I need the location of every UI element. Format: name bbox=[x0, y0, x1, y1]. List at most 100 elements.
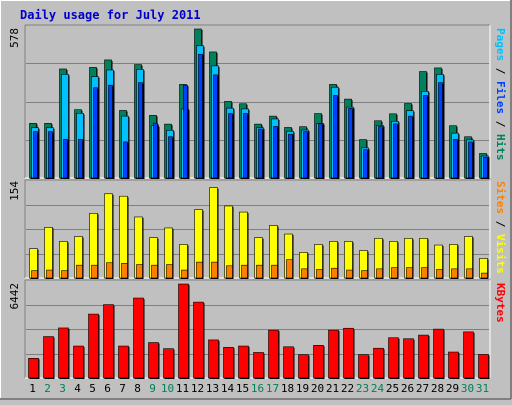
kbytes-bar bbox=[43, 336, 54, 379]
pages-bar bbox=[123, 141, 128, 179]
pages-bar bbox=[393, 123, 398, 179]
sites-bar bbox=[436, 269, 443, 279]
kbytes-bar bbox=[463, 331, 474, 379]
kbytes-bar bbox=[478, 354, 489, 379]
x-tick-label: 9 bbox=[149, 382, 156, 395]
kbytes-bar bbox=[358, 354, 369, 379]
sites-bar bbox=[226, 265, 233, 279]
pages-bar bbox=[108, 84, 113, 179]
kbytes-bar bbox=[328, 329, 339, 379]
x-tick-label: 30 bbox=[461, 382, 474, 395]
kbytes-bar bbox=[238, 345, 249, 379]
sites-bar bbox=[406, 267, 413, 279]
sites-bar bbox=[316, 269, 323, 279]
sites-bar bbox=[91, 264, 98, 279]
sites-bar bbox=[151, 264, 158, 279]
x-tick-label: 18 bbox=[281, 382, 294, 395]
x-tick-label: 16 bbox=[251, 382, 264, 395]
sites-bar bbox=[481, 272, 488, 279]
x-tick-label: 6 bbox=[104, 382, 111, 395]
sites-bar bbox=[61, 270, 68, 279]
pages-bar bbox=[438, 82, 443, 179]
chart-legends: Pages / Files / Hits Sites / Visits KBytes bbox=[494, 28, 507, 323]
kbytes-bar bbox=[73, 345, 84, 379]
sites-bar bbox=[451, 268, 458, 279]
pages-bar bbox=[33, 131, 38, 179]
pages-bar bbox=[93, 87, 98, 179]
x-tick-label: 4 bbox=[74, 382, 81, 395]
x-tick-label: 3 bbox=[59, 382, 66, 395]
x-axis-labels: 1 2 3 4 5 6 7 8 9 10 11 12 13 14 15 16 17 18 19 20 21 22 23 24 2… bbox=[29, 382, 489, 395]
x-tick-label: 8 bbox=[134, 382, 141, 395]
x-tick-label: 12 bbox=[191, 382, 204, 395]
pages-bar bbox=[258, 128, 263, 179]
kbytes-bar bbox=[283, 346, 294, 379]
kbytes-bar bbox=[193, 301, 204, 379]
x-tick-label: 10 bbox=[161, 382, 174, 395]
pages-bar bbox=[243, 113, 248, 179]
x-tick-label: 29 bbox=[446, 382, 459, 395]
x-tick-label: 31 bbox=[476, 382, 489, 395]
chart-title: Daily usage for July 2011 bbox=[20, 8, 201, 22]
x-tick-label: 27 bbox=[416, 382, 429, 395]
kbytes-bar bbox=[403, 338, 414, 379]
legend-entry: Visits bbox=[494, 234, 507, 274]
x-tick-label: 14 bbox=[221, 382, 235, 395]
kbytes-bar bbox=[28, 358, 39, 379]
sites-bar bbox=[256, 264, 263, 279]
pages-bar bbox=[363, 149, 368, 179]
middle-ymax-label: 154 bbox=[8, 181, 21, 201]
sites-bar bbox=[361, 270, 368, 279]
legend-entry: Sites bbox=[494, 181, 507, 214]
sites-bar bbox=[76, 264, 83, 279]
pages-bar bbox=[303, 131, 308, 179]
pages-bar bbox=[213, 74, 218, 179]
pages-bar bbox=[318, 123, 323, 179]
legend-entry: KBytes bbox=[494, 283, 507, 323]
sites-bar bbox=[181, 269, 188, 279]
pages-bar bbox=[348, 108, 353, 179]
kbytes-bar bbox=[88, 313, 99, 379]
sites-bar bbox=[466, 268, 473, 279]
legend-entry: / bbox=[494, 61, 507, 81]
kbytes-bar bbox=[313, 345, 324, 379]
pages-bar bbox=[408, 115, 413, 179]
x-tick-label: 22 bbox=[341, 382, 354, 395]
top-ymax-label: 578 bbox=[8, 28, 21, 48]
x-tick-label: 26 bbox=[401, 382, 414, 395]
kbytes-bar bbox=[448, 351, 459, 379]
kbytes-bar bbox=[298, 354, 309, 379]
x-tick-label: 25 bbox=[386, 382, 399, 395]
bottom-ymax-label: 6442 bbox=[8, 283, 21, 310]
sites-bar bbox=[391, 267, 398, 279]
pages-bar bbox=[168, 136, 173, 179]
kbytes-bar bbox=[253, 352, 264, 379]
kbytes-bar bbox=[178, 283, 189, 379]
kbytes-bar bbox=[223, 347, 234, 379]
kbytes-bar bbox=[208, 339, 219, 379]
kbytes-bar bbox=[373, 347, 384, 379]
pages-bar bbox=[198, 53, 203, 179]
x-tick-label: 19 bbox=[296, 382, 309, 395]
x-tick-label: 5 bbox=[89, 382, 96, 395]
sites-bar bbox=[376, 268, 383, 279]
sites-bar bbox=[286, 259, 293, 279]
pages-bar bbox=[468, 141, 473, 179]
x-tick-label: 15 bbox=[236, 382, 249, 395]
pages-bar bbox=[453, 139, 458, 179]
x-tick-label: 7 bbox=[119, 382, 126, 395]
sites-bar bbox=[331, 267, 338, 279]
pages-bar bbox=[153, 122, 158, 179]
legend-entry: Hits bbox=[494, 134, 507, 161]
sites-bar bbox=[166, 264, 173, 279]
x-tick-label: 17 bbox=[266, 382, 279, 395]
x-tick-label: 11 bbox=[176, 382, 189, 395]
x-tick-label: 24 bbox=[371, 382, 385, 395]
sites-bar bbox=[106, 262, 113, 279]
pages-bar bbox=[183, 84, 188, 179]
pages-bar bbox=[288, 133, 293, 179]
kbytes-bar bbox=[58, 327, 69, 379]
bottom-legend: KBytes bbox=[494, 283, 507, 323]
